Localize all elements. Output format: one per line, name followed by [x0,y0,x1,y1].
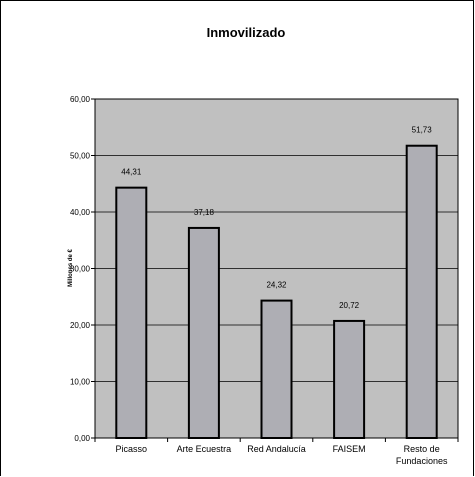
category-label: FAISEM [333,444,366,454]
bar [115,186,148,439]
category-label: Picasso [116,444,148,454]
chart-title: Inmovilizado [207,25,286,40]
y-tick-label: 50,00 [70,152,91,161]
data-label: 24,32 [266,281,287,290]
bar [260,299,293,440]
y-tick-label: 60,00 [70,95,91,104]
category-label: Red Andalucía [247,444,306,454]
data-label: 37,18 [194,208,215,217]
bar [405,144,438,439]
plot-area: 0,00 10,00 20,00 30,00 40,00 50,00 60,00 44,31 P… [70,95,459,466]
category-label: Arte Ecuestra [177,444,232,454]
y-tick-label: 20,00 [70,321,91,330]
data-label: 51,73 [412,126,433,135]
y-tick-label: 40,00 [70,208,91,217]
data-label: 20,72 [339,301,360,310]
y-tick-label: 0,00 [74,434,90,443]
y-tick-label: 30,00 [70,265,91,274]
category-label: Resto de Fundaciones [396,444,448,466]
data-label: 44,31 [121,168,142,177]
bar [187,226,220,439]
y-axis-label: Millones de € [68,249,74,287]
y-tick-label: 10,00 [70,378,91,387]
bar [333,319,366,440]
